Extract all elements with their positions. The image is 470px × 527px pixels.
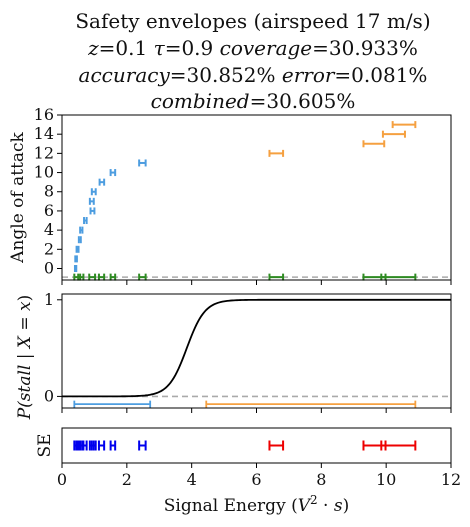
stable-point xyxy=(90,188,97,196)
mid-axes-frame xyxy=(61,293,452,409)
stable-point xyxy=(109,169,117,177)
stable-point xyxy=(75,245,80,253)
se-blue-interval xyxy=(109,440,117,451)
y-tick-label: 6 xyxy=(44,201,54,220)
bottom-y-axis-label: SE xyxy=(35,433,55,457)
mid-y-axis-label: P(stall | X = x) xyxy=(15,295,35,421)
top-y-axis-label: Angle of attack xyxy=(8,131,28,263)
y-tick-label: 4 xyxy=(44,220,54,239)
stall-point xyxy=(268,149,285,157)
stable-point xyxy=(83,217,88,225)
x-tick-label: 4 xyxy=(187,470,197,489)
y-tick-label: 10 xyxy=(34,163,54,182)
stall-point xyxy=(381,130,406,138)
stable-point xyxy=(138,159,147,167)
stall-point xyxy=(391,121,417,129)
envelope-interval xyxy=(97,273,106,281)
title-line-1: Safety envelopes (airspeed 17 m/s) xyxy=(75,9,430,33)
stable-point xyxy=(74,255,78,263)
y-tick-label: 14 xyxy=(34,124,54,143)
x-tick-label: 10 xyxy=(376,470,396,489)
stall-probability-panel: 01 P(stall | X = x) xyxy=(15,290,452,421)
bottom-panel-marks xyxy=(73,440,417,451)
stable-point xyxy=(88,197,95,205)
se-blue-interval xyxy=(90,440,97,451)
se-blue-interval xyxy=(97,440,106,451)
se-blue-interval xyxy=(82,440,88,451)
x-tick-label: 0 xyxy=(57,470,67,489)
top-panel-marks xyxy=(73,121,417,281)
envelope-interval xyxy=(362,273,417,281)
mid-y-ticks: 01 xyxy=(44,290,62,405)
x-axis-label: Signal Energy (V2 · s) xyxy=(164,493,349,516)
se-red-interval xyxy=(362,440,417,451)
stable-point xyxy=(98,178,106,186)
stall-probability-curve xyxy=(62,298,451,398)
stable-point xyxy=(77,236,82,244)
envelope-interval xyxy=(268,273,285,281)
envelope-interval xyxy=(77,273,85,281)
y-tick-label: 16 xyxy=(34,105,54,124)
stable-point xyxy=(73,264,78,272)
y-tick-label: 2 xyxy=(44,239,54,258)
top-axes-frame xyxy=(61,114,452,281)
y-tick-label: 0 xyxy=(44,258,54,277)
envelope-interval xyxy=(380,273,387,281)
se-blue-interval xyxy=(138,440,147,451)
chart-title: Safety envelopes (airspeed 17 m/s) z=0.1… xyxy=(75,9,430,113)
stall-point xyxy=(362,140,386,148)
bottom-x-ticks: 0 2 4 6 8 10 12 xyxy=(57,463,461,489)
envelope-interval xyxy=(138,273,147,281)
title-line-3: accuracy=30.852% error=0.081% xyxy=(79,63,428,87)
y-tick-label: 12 xyxy=(34,143,54,162)
y-tick-label: 8 xyxy=(44,182,54,201)
x-tick-label: 12 xyxy=(441,470,461,489)
title-line-2: z=0.1 τ=0.9 coverage=30.933% xyxy=(87,36,418,60)
y-tick-label: 1 xyxy=(44,290,54,309)
bottom-axes-frame xyxy=(61,427,452,464)
x-tick-label: 2 xyxy=(122,470,132,489)
se-red-interval xyxy=(268,440,285,451)
x-tick-label: 8 xyxy=(316,470,326,489)
envelope-interval xyxy=(109,273,117,281)
x-tick-label: 6 xyxy=(251,470,261,489)
envelope-interval xyxy=(88,273,97,281)
title-line-4: combined=30.605% xyxy=(151,89,356,113)
y-tick-label: 0 xyxy=(44,386,54,405)
stable-point xyxy=(89,207,96,215)
stable-point xyxy=(79,226,84,234)
stable-range xyxy=(73,400,152,408)
se-red-interval xyxy=(380,440,387,451)
top-x-ticks xyxy=(61,280,452,285)
mid-range-bars xyxy=(73,400,417,408)
signal-energy-panel: 0 2 4 6 8 10 12 SE Signal Energy (V2 · s) xyxy=(35,427,461,516)
mid-x-ticks xyxy=(61,408,452,413)
stall-range xyxy=(205,400,417,408)
